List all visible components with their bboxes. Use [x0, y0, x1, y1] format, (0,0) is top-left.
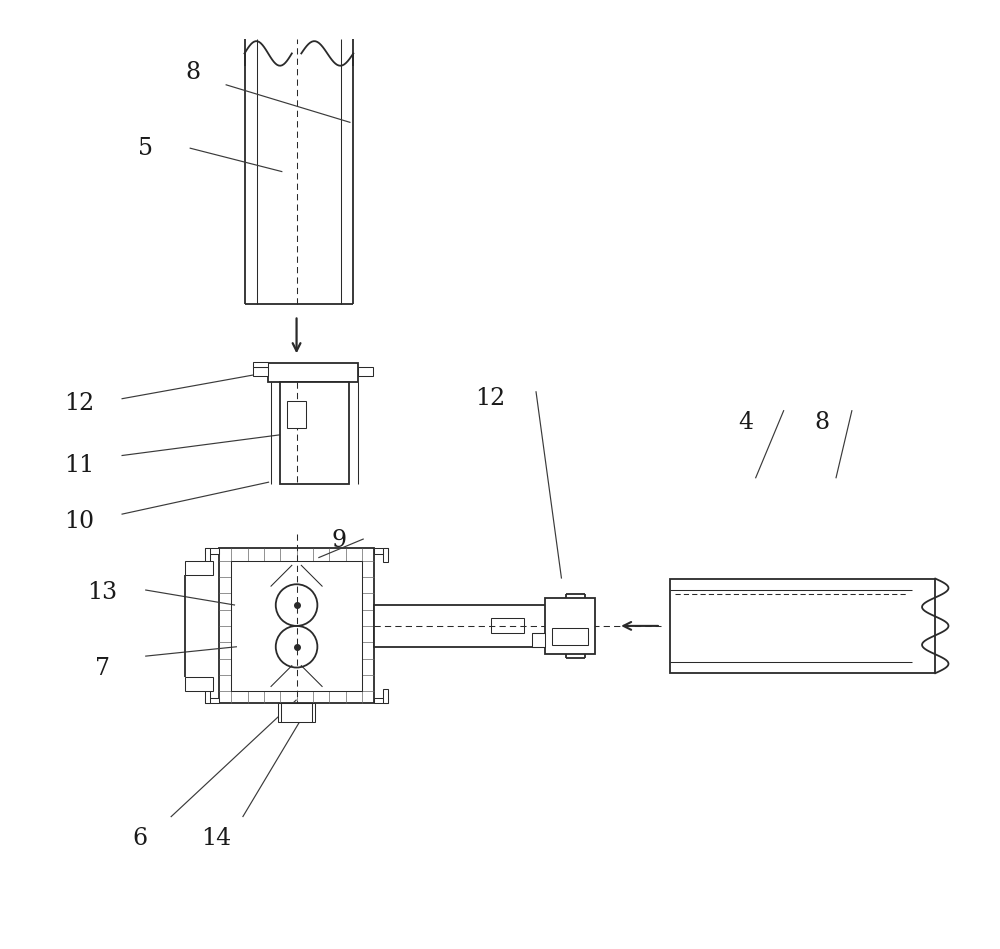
- Bar: [670, 579, 935, 673]
- Bar: [268, 363, 358, 381]
- Bar: [287, 401, 306, 428]
- Text: 10: 10: [64, 511, 94, 533]
- Bar: [231, 561, 362, 691]
- Bar: [383, 689, 388, 703]
- Text: 12: 12: [475, 387, 506, 410]
- Text: 8: 8: [814, 411, 829, 434]
- Bar: [185, 561, 213, 575]
- Text: 9: 9: [332, 530, 347, 552]
- Bar: [205, 689, 210, 703]
- Bar: [491, 619, 524, 634]
- Text: 11: 11: [64, 454, 94, 476]
- Text: 5: 5: [138, 137, 153, 159]
- Text: 12: 12: [64, 392, 94, 415]
- Text: 6: 6: [133, 828, 148, 850]
- Bar: [278, 703, 315, 722]
- Text: 8: 8: [185, 61, 200, 84]
- Bar: [185, 677, 213, 691]
- Bar: [552, 628, 588, 644]
- Bar: [205, 549, 219, 554]
- Bar: [205, 698, 219, 703]
- Bar: [219, 549, 374, 703]
- Bar: [545, 598, 595, 654]
- Bar: [205, 549, 210, 563]
- Text: 4: 4: [738, 411, 754, 434]
- Text: 7: 7: [95, 657, 110, 680]
- Bar: [374, 605, 585, 646]
- Bar: [532, 634, 545, 646]
- Bar: [383, 549, 388, 563]
- Bar: [253, 366, 268, 376]
- Bar: [374, 698, 388, 703]
- Bar: [358, 366, 373, 376]
- Bar: [280, 381, 349, 484]
- Bar: [253, 362, 268, 366]
- Text: 14: 14: [201, 828, 231, 850]
- Bar: [374, 549, 388, 554]
- Text: 13: 13: [88, 582, 118, 605]
